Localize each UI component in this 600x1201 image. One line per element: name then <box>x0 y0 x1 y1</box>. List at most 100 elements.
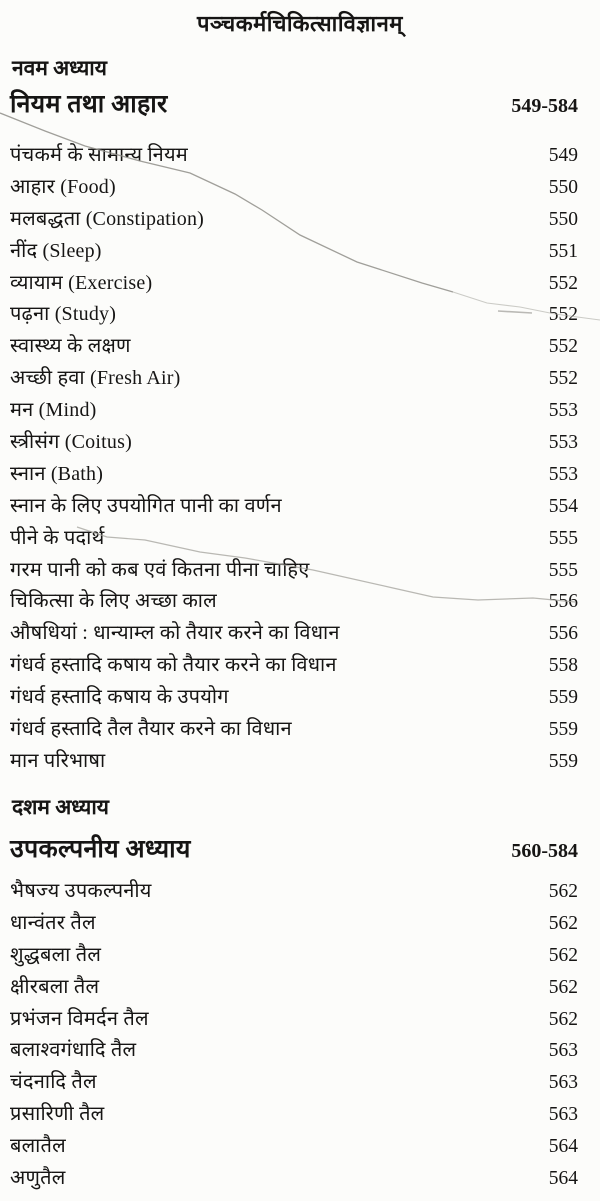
toc-entry-row: पंचकर्म के सामान्य नियम 549 <box>10 140 578 172</box>
toc-entry-page: 552 <box>548 368 578 390</box>
toc-entry-row: स्नान के लिए उपयोगित पानी का वर्णन 554 <box>10 491 578 523</box>
toc-entry-row: स्वास्थ्य के लक्षण 552 <box>10 331 578 363</box>
toc-entry-page: 550 <box>548 208 578 230</box>
toc-entry-page: 553 <box>548 400 578 422</box>
toc-entry-title: औषधियां : धान्याम्ल को तैयार करने का विध… <box>10 622 340 645</box>
toc-entry-page: 556 <box>548 623 578 645</box>
toc-entry-title: शुद्धबला तैल <box>10 943 102 966</box>
toc-entry-title: स्वास्थ्य के लक्षण <box>10 335 131 358</box>
toc-entry-page: 552 <box>548 272 578 294</box>
toc-entry-row: गंधर्व हस्तादि कषाय को तैयार करने का विध… <box>10 650 578 682</box>
toc-entry-title: चिकित्सा के लिए अच्छा काल <box>10 590 217 613</box>
toc-entry-title: प्रभंजन विमर्दन तैल <box>10 1007 149 1030</box>
toc-entry-title: आहार (Food) <box>10 175 116 198</box>
toc-entry-title: क्षीरबला तैल <box>10 975 100 998</box>
toc-list: पंचकर्म के सामान्य नियम 549 आहार (Food) 550… <box>10 140 578 778</box>
toc-entry-row: गंधर्व हस्तादि कषाय के उपयोग 559 <box>10 682 578 714</box>
toc-entry-title: भैषज्य उपकल्पनीय <box>10 880 152 902</box>
toc-entry-page: 556 <box>548 591 578 613</box>
toc-entry-title: स्नान के लिए उपयोगित पानी का वर्णन <box>10 494 282 517</box>
toc-entry-row: धान्वंतर तैल 562 <box>10 908 578 940</box>
toc-entry-row: नींद (Sleep) 551 <box>10 236 578 268</box>
toc-entry-title: स्नान (Bath) <box>10 462 104 485</box>
section-page-range: 549-584 <box>511 95 578 117</box>
toc-entry-row: भैषज्य उपकल्पनीय 562 <box>10 876 578 908</box>
toc-entry-row: मान परिभाषा 559 <box>10 746 578 778</box>
toc-entry-page: 563 <box>548 1104 578 1126</box>
toc-entry-title: गंधर्व हस्तादि तैल तैयार करने का विधान <box>10 718 292 741</box>
toc-entry-row: आहार (Food) 550 <box>10 172 578 204</box>
toc-entry-title: गंधर्व हस्तादि कषाय को तैयार करने का विध… <box>10 654 337 677</box>
toc-entry-title: अणुतैल <box>10 1167 66 1190</box>
toc-entry-page: 559 <box>548 719 578 741</box>
toc-entry-page: 562 <box>548 881 578 902</box>
toc-entry-page: 558 <box>548 655 578 677</box>
toc-entry-page: 553 <box>548 432 578 454</box>
section-heading-row: उपकल्पनीय अध्याय 560-584 <box>10 831 578 865</box>
toc-entry-page: 550 <box>548 176 578 198</box>
toc-entry-row: मन (Mind) 553 <box>10 395 578 427</box>
chapter-label: दशम अध्याय <box>12 795 109 819</box>
toc-entry-row: प्रभंजन विमर्दन तैल 562 <box>10 1004 578 1036</box>
toc-entry-page: 553 <box>548 463 578 485</box>
toc-entry-page: 563 <box>548 1040 578 1062</box>
toc-list: भैषज्य उपकल्पनीय 562 धान्वंतर तैल 562 शुद्धब… <box>10 876 578 1195</box>
toc-entry-row: चिकित्सा के लिए अच्छा काल 556 <box>10 586 578 618</box>
toc-entry-row: गरम पानी को कब एवं कितना पीना चाहिए 555 <box>10 555 578 587</box>
toc-entry-row: बलाश्वगंधादि तैल 563 <box>10 1035 578 1067</box>
section-heading: उपकल्पनीय अध्याय <box>10 836 191 863</box>
toc-entry-title: चंदनादि तैल <box>10 1071 97 1094</box>
section-page-range: 560-584 <box>511 840 578 862</box>
toc-entry-page: 554 <box>548 495 578 517</box>
toc-entry-title: गंधर्व हस्तादि कषाय के उपयोग <box>10 686 229 709</box>
toc-entry-page: 551 <box>548 240 578 262</box>
toc-entry-title: पढ़ना (Study) <box>10 303 117 326</box>
toc-entry-row: प्रसारिणी तैल 563 <box>10 1099 578 1131</box>
toc-entry-page: 562 <box>548 976 578 998</box>
toc-entry-title: बलाश्वगंधादि तैल <box>10 1039 137 1062</box>
toc-entry-page: 562 <box>548 944 578 966</box>
toc-entry-page: 562 <box>548 1008 578 1030</box>
chapter-label: नवम अध्याय <box>12 56 107 80</box>
section-heading: नियम तथा आहार <box>10 91 168 118</box>
toc-entry-title: नींद (Sleep) <box>10 239 102 262</box>
toc-entry-row: मलबद्धता (Constipation) 550 <box>10 204 578 236</box>
toc-entry-title: मान परिभाषा <box>10 749 106 772</box>
toc-entry-row: गंधर्व हस्तादि तैल तैयार करने का विधान 55… <box>10 714 578 746</box>
toc-entry-row: व्यायाम (Exercise) 552 <box>10 268 578 300</box>
toc-entry-title: पंचकर्म के सामान्य नियम <box>10 144 188 166</box>
toc-entry-row: पीने के पदार्थ 555 <box>10 523 578 555</box>
toc-entry-page: 552 <box>548 304 578 326</box>
toc-entry-title: व्यायाम (Exercise) <box>10 271 153 294</box>
toc-entry-title: बलातैल <box>10 1135 66 1158</box>
toc-entry-title: प्रसारिणी तैल <box>10 1103 105 1126</box>
toc-entry-row: स्नान (Bath) 553 <box>10 459 578 491</box>
toc-entry-title: स्त्रीसंग (Coitus) <box>10 431 132 454</box>
toc-entry-page: 549 <box>548 145 578 166</box>
toc-entry-page: 559 <box>548 687 578 709</box>
toc-entry-page: 564 <box>548 1168 578 1190</box>
toc-entry-row: शुद्धबला तैल 562 <box>10 940 578 972</box>
section-heading-row: नियम तथा आहार 549-584 <box>10 86 578 120</box>
toc-entry-title: पीने के पदार्थ <box>10 526 105 549</box>
toc-entry-title: अच्छी हवा (Fresh Air) <box>10 367 181 390</box>
toc-entry-row: बलातैल 564 <box>10 1131 578 1163</box>
toc-entry-row: स्त्रीसंग (Coitus) 553 <box>10 427 578 459</box>
toc-entry-title: मन (Mind) <box>10 399 97 422</box>
toc-entry-page: 559 <box>548 750 578 772</box>
toc-entry-page: 564 <box>548 1136 578 1158</box>
toc-entry-row: क्षीरबला तैल 562 <box>10 972 578 1004</box>
toc-entry-row: पढ़ना (Study) 552 <box>10 299 578 331</box>
toc-entry-page: 555 <box>548 559 578 581</box>
toc-entry-title: धान्वंतर तैल <box>10 911 96 934</box>
toc-entry-row: अणुतैल 564 <box>10 1163 578 1195</box>
toc-entry-row: अच्छी हवा (Fresh Air) 552 <box>10 363 578 395</box>
toc-entry-page: 555 <box>548 527 578 549</box>
page-title: पञ्चकर्मचिकित्साविज्ञानम् <box>197 11 403 36</box>
toc-entry-page: 552 <box>548 336 578 358</box>
toc-entry-row: चंदनादि तैल 563 <box>10 1067 578 1099</box>
toc-entry-row: औषधियां : धान्याम्ल को तैयार करने का विध… <box>10 618 578 650</box>
toc-entry-title: गरम पानी को कब एवं कितना पीना चाहिए <box>10 558 310 581</box>
toc-entry-page: 563 <box>548 1072 578 1094</box>
